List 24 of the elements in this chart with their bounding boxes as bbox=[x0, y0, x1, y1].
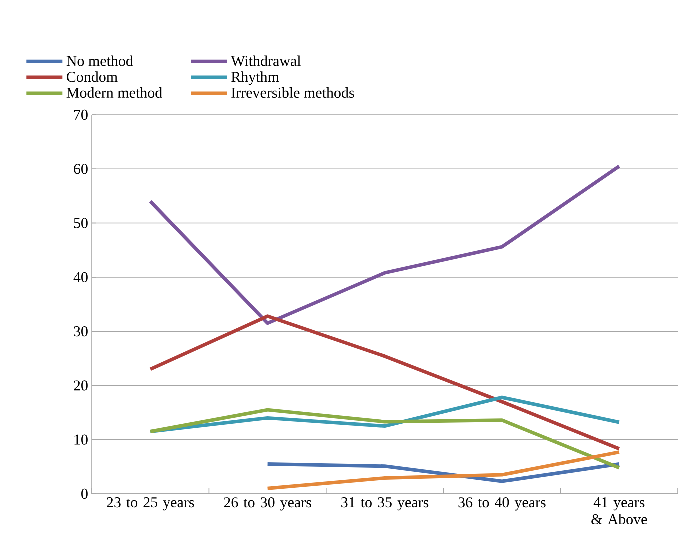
y-tick-label: 20 bbox=[74, 380, 88, 391]
x-tick-label: 36 to 40 years bbox=[458, 498, 546, 511]
y-tick-label: 70 bbox=[74, 110, 88, 120]
x-tick-label: 26 to 30 years bbox=[224, 498, 312, 511]
x-tick-label: 23 to 25 years bbox=[107, 498, 194, 511]
legend-label: Modern method bbox=[66, 88, 162, 98]
y-tick-label: 40 bbox=[74, 272, 88, 282]
legend-label: Withdrawal bbox=[231, 56, 302, 66]
legend-label: Rhythm bbox=[232, 72, 280, 86]
x-tick-label: 31 to 35 years bbox=[342, 498, 429, 511]
legend-label: Condom bbox=[67, 72, 118, 82]
line-series bbox=[148, 164, 622, 326]
line-series bbox=[148, 314, 622, 451]
y-tick-label: 10 bbox=[74, 434, 88, 445]
y-tick-label: 0 bbox=[82, 488, 88, 500]
y-tick-label: 30 bbox=[74, 326, 88, 337]
y-tick-label: 60 bbox=[74, 164, 88, 174]
line-series bbox=[148, 396, 622, 434]
legend-label: Irreversible methods bbox=[232, 88, 354, 98]
x-tick-label: 41 years & Above bbox=[592, 498, 648, 525]
legend-label: No method bbox=[66, 56, 134, 66]
line-series bbox=[148, 408, 622, 470]
line-series bbox=[266, 450, 622, 490]
y-tick-label: 50 bbox=[74, 218, 88, 228]
